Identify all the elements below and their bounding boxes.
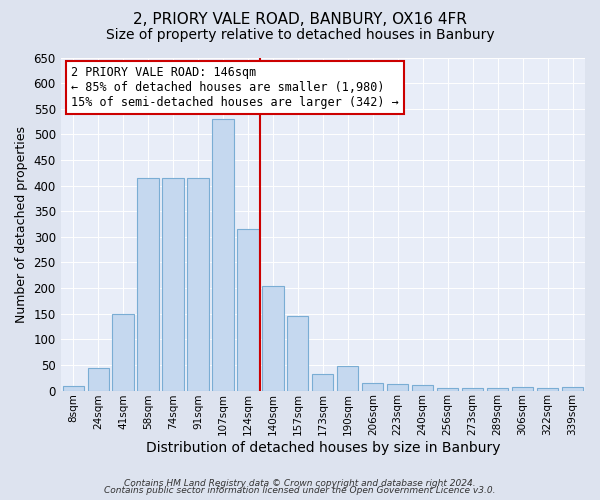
Bar xyxy=(562,387,583,390)
Bar xyxy=(262,286,284,391)
Text: 2 PRIORY VALE ROAD: 146sqm
← 85% of detached houses are smaller (1,980)
15% of s: 2 PRIORY VALE ROAD: 146sqm ← 85% of deta… xyxy=(71,66,399,109)
Bar xyxy=(462,388,483,390)
Bar xyxy=(487,388,508,390)
Y-axis label: Number of detached properties: Number of detached properties xyxy=(15,126,28,322)
Bar xyxy=(312,374,334,390)
Text: Contains HM Land Registry data © Crown copyright and database right 2024.: Contains HM Land Registry data © Crown c… xyxy=(124,478,476,488)
Bar xyxy=(88,368,109,390)
Bar xyxy=(212,119,233,390)
Text: 2, PRIORY VALE ROAD, BANBURY, OX16 4FR: 2, PRIORY VALE ROAD, BANBURY, OX16 4FR xyxy=(133,12,467,28)
Bar xyxy=(362,383,383,390)
Bar xyxy=(337,366,358,390)
Bar xyxy=(137,178,158,390)
Bar xyxy=(412,386,433,390)
Bar xyxy=(512,387,533,390)
Bar xyxy=(537,388,558,390)
Bar xyxy=(387,384,409,390)
Bar xyxy=(62,386,84,390)
Bar xyxy=(238,229,259,390)
Bar xyxy=(112,314,134,390)
Bar xyxy=(287,316,308,390)
Text: Contains public sector information licensed under the Open Government Licence v3: Contains public sector information licen… xyxy=(104,486,496,495)
Bar xyxy=(187,178,209,390)
Bar xyxy=(437,388,458,390)
X-axis label: Distribution of detached houses by size in Banbury: Distribution of detached houses by size … xyxy=(146,441,500,455)
Bar xyxy=(163,178,184,390)
Text: Size of property relative to detached houses in Banbury: Size of property relative to detached ho… xyxy=(106,28,494,42)
